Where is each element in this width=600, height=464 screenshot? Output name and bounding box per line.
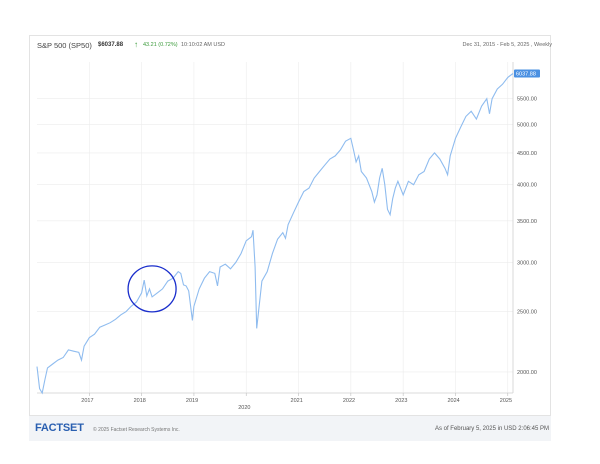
x-tick-label: 2021	[291, 398, 303, 404]
last-value-badge: 6037.88	[514, 69, 540, 78]
x-tick-label: 2024	[447, 398, 459, 404]
chart-header: S&P 500 (SP50) $6037.88 ↑ 43.21 (0.72%) …	[37, 40, 552, 54]
up-arrow-icon: ↑	[134, 40, 138, 49]
series-line	[36, 73, 514, 395]
y-tick-label: 2000.00	[517, 370, 537, 376]
x-tick-label: 2020	[238, 405, 250, 411]
y-tick-label: 2500.00	[517, 310, 537, 316]
x-tick-label: 2018	[134, 398, 146, 404]
x-axis: 2017 2018 2019 2020 2021 2022 2023 2024 2025	[37, 392, 513, 411]
grid	[37, 62, 513, 393]
last-value-label: 6037.88	[516, 71, 536, 77]
last-value-badge-bg	[514, 69, 540, 78]
date-range: Dec 31, 2015 - Feb 5, 2025 , Weekly	[462, 42, 552, 48]
x-tick-label: 2019	[186, 398, 198, 404]
price-change: 43.21 (0.72%)	[143, 42, 178, 48]
y-tick-label: 5000.00	[517, 122, 537, 128]
y-tick-label: 3000.00	[517, 260, 537, 266]
as-of-text: As of February 5, 2025 in USD 2:06:45 PM	[434, 426, 549, 432]
y-tick-label: 3500.00	[517, 219, 537, 225]
y-axis: 2000.00 2500.00 3000.00 3500.00 4000.00 4500.…	[512, 62, 537, 393]
last-price: $6037.88	[98, 42, 124, 48]
x-tick-label: 2025	[500, 398, 512, 404]
x-tick-label: 2023	[395, 398, 407, 404]
y-tick-label: 5500.00	[517, 97, 537, 103]
chart-frame	[29, 35, 551, 440]
copyright-text: © 2025 Factset Research Systems Inc.	[93, 427, 180, 433]
y-tick-label: 4500.00	[517, 151, 537, 157]
quote-time: 10:10:02 AM USD	[181, 42, 226, 48]
chart-footer: FACTSET © 2025 Factset Research Systems …	[29, 415, 551, 441]
symbol-title: S&P 500 (SP50)	[37, 41, 92, 50]
x-tick-label: 2017	[81, 398, 93, 404]
y-tick-label: 4000.00	[517, 183, 537, 189]
factset-logo: FACTSET	[35, 422, 84, 434]
x-tick-label: 2022	[343, 398, 355, 404]
hand-drawn-circle-annotation	[127, 265, 177, 313]
